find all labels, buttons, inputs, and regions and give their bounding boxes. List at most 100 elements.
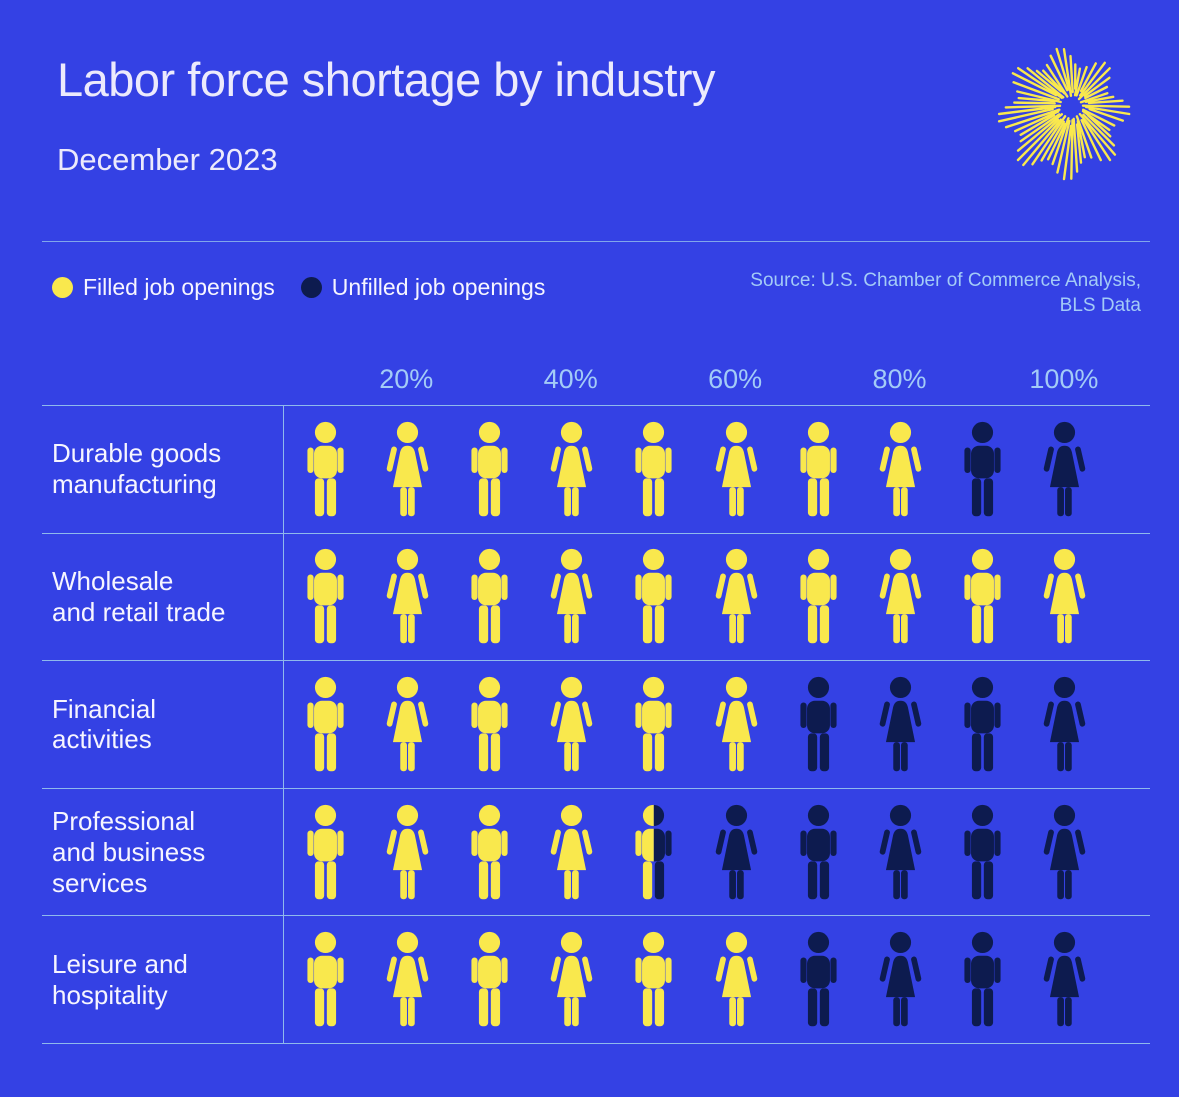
pictogram-cell [613,421,695,518]
person-icon-male [471,549,508,644]
person-icon-male [964,421,1001,517]
unfilled-legend-dot-icon [300,277,322,298]
person-icon-male [635,676,672,772]
axis-tick: 60% [708,364,763,394]
person-icon-male [635,932,672,1027]
pictogram-cell [1024,804,1106,901]
person-icon-male [800,804,837,899]
person-icon-male [307,421,344,517]
header-divider [42,241,1150,242]
pictogram-cell [613,676,695,773]
pictogram-cell [695,804,777,901]
person-icon-female [550,549,593,644]
pictogram-cell [777,931,859,1028]
axis-tick: 100% [1029,364,1099,394]
person-icon-female [1043,421,1086,517]
pictogram-cell [284,804,366,901]
source-attribution: Source: U.S. Chamber of Commerce Analysi… [750,270,1141,317]
chart-rows: Durable goods manufacturing Wholesale and… [42,405,1150,1044]
row-label: Leisure and hospitality [52,948,188,1010]
pictogram-cell [777,421,859,518]
legend-item-filled: Filled job openings [52,274,275,301]
person-icon-male [471,804,508,899]
filled-legend-dot-icon [52,277,73,298]
person-icon-male [635,804,654,899]
chart-row: Financial activities [42,661,1150,789]
pictogram-cell [777,804,859,901]
pictogram-cell [942,804,1024,901]
pictogram-cell [695,548,777,645]
pictogram-cell [531,676,613,773]
person-icon-male [800,421,837,517]
pictogram-cell [531,804,613,901]
person-icon-female [879,421,922,517]
pictogram-cell [695,676,777,773]
pictogram-cell [859,804,941,901]
legend-label: Filled job openings [83,274,275,300]
axis-tick: 80% [872,364,927,394]
person-icon-female [879,932,922,1027]
pictogram-cell [942,676,1024,773]
pictogram-cell [284,421,366,518]
pictogram-cell [695,421,777,518]
pictogram-cell [613,804,695,901]
person-icon-female [550,421,593,517]
person-icon-female [715,676,757,772]
person-icon-female [550,676,593,772]
person-icon-male [471,421,508,517]
pictogram-cell [695,931,777,1028]
person-icon-male [800,549,837,644]
person-icon-female [1043,932,1086,1027]
chart-row: Leisure and hospitality [42,916,1150,1044]
sunburst-logo [997,47,1131,181]
chart-legend: Filled job openings Unfilled job opening… [52,274,545,301]
pictogram-cell [366,421,448,518]
person-icon-female [550,804,593,899]
pictogram-cell [448,421,530,518]
person-icon-male [471,676,508,772]
row-icons [283,406,1151,533]
pictogram-cell [613,931,695,1028]
pictogram-cell [1024,548,1106,645]
pictogram-cell [1024,931,1106,1028]
row-label: Durable goods manufacturing [52,438,222,500]
person-icon-female [386,676,429,772]
pictogram-cell [1024,676,1106,773]
axis-tick: 20% [379,364,434,394]
person-icon-male [307,549,344,644]
person-icon-male [635,549,672,644]
person-icon-female [386,804,429,899]
row-icons [283,788,1151,916]
person-icon-female [1043,676,1086,772]
person-icon-female [715,804,757,899]
row-label: Wholesale and retail trade [52,565,226,627]
legend-label: Unfilled job openings [331,274,546,300]
pictogram-cell [859,676,941,773]
pictogram-cell [613,548,695,645]
pictogram-cell [284,676,366,773]
chart-row: Durable goods manufacturing [42,406,1150,534]
pictogram-cell [366,804,448,901]
person-icon-female [879,804,922,899]
person-icon-male [635,421,672,517]
person-icon-male [964,549,1001,644]
pictogram-cell [531,548,613,645]
person-icon-male [653,804,672,899]
pictogram-cell [284,931,366,1028]
person-icon-male [307,676,344,772]
pictogram-cell [366,931,448,1028]
pictogram-cell [448,931,530,1028]
chart-row: Wholesale and retail trade [42,533,1150,662]
pictogram-cell [448,804,530,901]
pictogram-cell [859,931,941,1028]
pictogram-cell [942,421,1024,518]
person-icon-female [1043,549,1086,644]
person-icon-female [386,549,429,644]
chart-row: Professional and business services [42,788,1151,917]
row-icons [283,916,1151,1043]
page-subtitle: December 2023 [57,142,278,177]
pictogram-cell [1024,421,1106,518]
axis-ticks: 20% 40% 60% 80% 100% [42,352,1150,405]
pictogram-cell [942,548,1024,645]
person-icon-female [715,932,757,1027]
